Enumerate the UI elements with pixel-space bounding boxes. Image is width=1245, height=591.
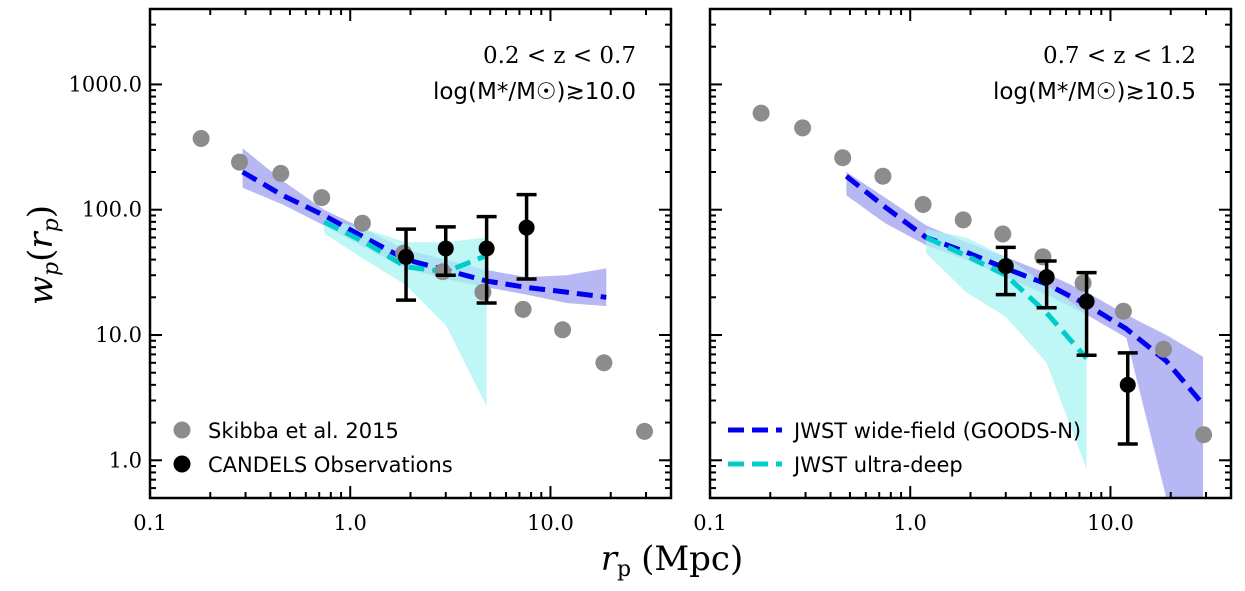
left-ticks bbox=[149, 9, 671, 498]
right-annotation-redshift: 0.7 < z < 1.2 bbox=[1043, 43, 1196, 69]
left-legend-marker-skibba bbox=[173, 421, 191, 439]
right-candels-point bbox=[997, 258, 1014, 275]
right-wide-band bbox=[846, 172, 1203, 498]
left-annotation-redshift: 0.2 < z < 0.7 bbox=[483, 43, 636, 69]
left-deep-line bbox=[322, 219, 488, 275]
right-ticks bbox=[709, 9, 1231, 498]
right-lines bbox=[844, 174, 1205, 406]
left-skibba-point bbox=[192, 130, 210, 147]
right-candels-point bbox=[1038, 269, 1055, 286]
left-x-tick-label: 0.1 bbox=[133, 511, 166, 535]
y-axis-title-subscript: p bbox=[39, 262, 64, 276]
left-skibba-point bbox=[636, 422, 653, 440]
right-skibba-point bbox=[1034, 248, 1052, 266]
left-skibba-point bbox=[595, 354, 613, 372]
left-y-tick-label: 100.0 bbox=[82, 198, 142, 222]
right-candels-point bbox=[1078, 293, 1095, 310]
left-candels-point bbox=[478, 240, 495, 257]
x-axis-title-symbol: r bbox=[601, 539, 619, 579]
right-legend: JWST wide-field (GOODS-N) JWST ultra-deep bbox=[728, 419, 1081, 477]
right-candels-point bbox=[1119, 376, 1136, 393]
left-legend-marker-candels bbox=[173, 455, 191, 473]
left-candels-point bbox=[518, 219, 535, 236]
right-skibba-point bbox=[752, 104, 770, 122]
y-axis-title-close-paren: ) bbox=[21, 205, 61, 218]
left-skibba-point bbox=[231, 153, 248, 171]
left-markers bbox=[192, 130, 653, 440]
left-skibba-point bbox=[474, 283, 492, 301]
right-x-tick-label: 1.0 bbox=[894, 511, 927, 535]
left-annotation-mass: log(M*/M☉)≳10.0 bbox=[433, 79, 636, 105]
left-legend-label-candels: CANDELS Observations bbox=[208, 453, 453, 477]
right-annotation-mass: log(M*/M☉)≳10.5 bbox=[993, 79, 1196, 105]
right-skibba-point bbox=[1074, 274, 1092, 292]
left-panel: 0.1 1.0 10.0 1.0 10.0 100.0 1000.0 0.2 < z < 0… bbox=[69, 7, 673, 535]
left-wide-line bbox=[241, 169, 607, 300]
left-x-tick-label: 10.0 bbox=[527, 511, 574, 535]
right-x-tick-label: 10.0 bbox=[1087, 511, 1134, 535]
y-axis-title-r-subscript: p bbox=[39, 218, 64, 232]
left-legend: Skibba et al. 2015 CANDELS Observations bbox=[173, 419, 453, 477]
right-wide-line bbox=[844, 174, 1205, 406]
y-axis-title-r: r bbox=[21, 231, 61, 249]
right-bands bbox=[846, 172, 1203, 498]
x-axis-title: rp (Mpc) bbox=[601, 539, 744, 582]
x-axis-title-unit: (Mpc) bbox=[641, 539, 743, 579]
left-candels-point bbox=[398, 248, 415, 265]
right-skibba-point bbox=[794, 119, 812, 137]
right-skibba-point bbox=[914, 196, 932, 213]
left-bands bbox=[242, 148, 607, 407]
right-skibba-point bbox=[834, 149, 852, 167]
right-legend-label-deep: JWST ultra-deep bbox=[792, 453, 963, 477]
left-skibba-point bbox=[554, 321, 572, 339]
left-y-tick-label: 1.0 bbox=[109, 448, 142, 472]
left-skibba-point bbox=[353, 214, 371, 232]
right-skibba-point bbox=[1195, 426, 1213, 444]
right-markers bbox=[752, 104, 1213, 446]
right-legend-label-wide: JWST wide-field (GOODS-N) bbox=[792, 419, 1081, 443]
right-tick-labels: 0.1 1.0 10.0 bbox=[693, 511, 1134, 535]
right-deep-line bbox=[925, 235, 1089, 361]
left-tick-labels: 0.1 1.0 10.0 1.0 10.0 100.0 1000.0 bbox=[69, 72, 574, 535]
x-axis-title-subscript: p bbox=[617, 557, 631, 582]
left-skibba-point bbox=[514, 300, 532, 318]
right-panel: 0.1 1.0 10.0 0.7 < z < 1.2 log(M*/M☉)≳10.5… bbox=[693, 7, 1233, 535]
left-y-tick-label: 10.0 bbox=[95, 323, 142, 347]
left-wide-band bbox=[242, 148, 607, 307]
right-skibba-point bbox=[1155, 340, 1172, 358]
left-y-tick-label: 1000.0 bbox=[69, 72, 142, 96]
right-skibba-point bbox=[874, 167, 892, 185]
right-skibba-point bbox=[954, 211, 972, 229]
y-axis-title-symbol: w bbox=[21, 276, 61, 305]
right-skibba-point bbox=[1114, 302, 1132, 320]
y-axis-title-open-paren: ( bbox=[21, 249, 61, 262]
left-x-tick-label: 1.0 bbox=[334, 511, 367, 535]
left-candels-point bbox=[437, 240, 454, 257]
right-skibba-point bbox=[994, 225, 1012, 243]
left-legend-label-skibba: Skibba et al. 2015 bbox=[208, 419, 399, 443]
left-skibba-point bbox=[434, 263, 452, 281]
left-skibba-point bbox=[313, 189, 331, 207]
left-skibba-point bbox=[272, 164, 290, 182]
left-lines bbox=[241, 169, 607, 300]
y-axis-title: wp(rp) bbox=[21, 205, 64, 305]
right-x-tick-label: 0.1 bbox=[693, 511, 726, 535]
